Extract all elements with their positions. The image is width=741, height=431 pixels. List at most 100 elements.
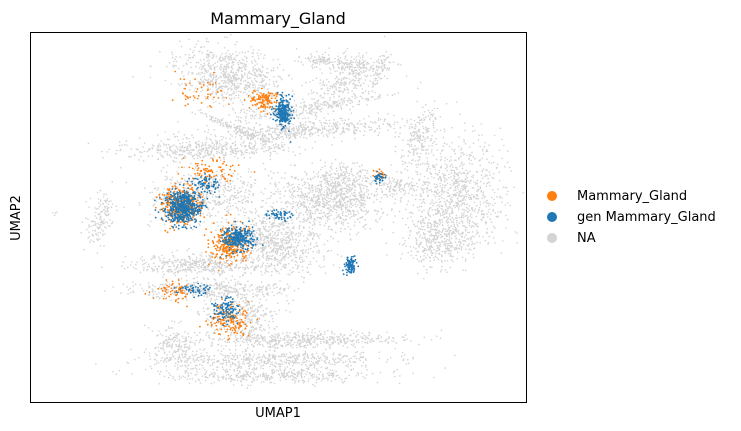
- scatter-point: [430, 137, 433, 140]
- scatter-point: [333, 124, 336, 127]
- scatter-point: [424, 228, 426, 231]
- scatter-point: [278, 131, 281, 134]
- scatter-point: [411, 187, 413, 190]
- scatter-point: [238, 69, 240, 71]
- scatter-point: [351, 202, 353, 205]
- scatter-point: [335, 222, 338, 224]
- scatter-point: [441, 255, 443, 257]
- scatter-point: [324, 165, 326, 167]
- scatter-point: [311, 206, 313, 209]
- scatter-point: [457, 200, 460, 202]
- scatter-point: [453, 193, 456, 196]
- scatter-point: [444, 212, 446, 215]
- scatter-point: [309, 60, 312, 62]
- scatter-point: [367, 193, 370, 196]
- scatter-point: [347, 200, 349, 202]
- scatter-point: [404, 208, 407, 211]
- scatter-point: [143, 187, 146, 189]
- scatter-point: [254, 132, 257, 134]
- scatter-point: [409, 125, 411, 128]
- scatter-point: [247, 196, 249, 199]
- scatter-point: [469, 155, 471, 157]
- scatter-point: [458, 145, 460, 148]
- scatter-point: [426, 157, 429, 159]
- scatter-point: [418, 158, 421, 161]
- scatter-point: [185, 83, 187, 85]
- scatter-point: [185, 63, 188, 66]
- scatter-point: [335, 211, 338, 214]
- scatter-point: [352, 174, 355, 177]
- scatter-point: [261, 65, 264, 67]
- scatter-point: [353, 82, 355, 85]
- scatter-point: [294, 154, 297, 156]
- scatter-point: [475, 181, 477, 184]
- scatter-point: [300, 188, 303, 190]
- scatter-point: [166, 65, 168, 68]
- scatter-point: [401, 149, 404, 152]
- scatter-point: [168, 62, 171, 64]
- scatter-point: [408, 189, 411, 191]
- scatter-point: [463, 211, 465, 214]
- scatter-point: [310, 217, 312, 220]
- scatter-point: [328, 47, 331, 49]
- scatter-point: [457, 173, 459, 176]
- scatter-point: [175, 157, 178, 159]
- scatter-point: [328, 119, 331, 122]
- scatter-point: [229, 146, 232, 148]
- scatter-point: [316, 190, 319, 192]
- scatter-point: [330, 68, 332, 71]
- scatter-point: [190, 151, 193, 154]
- scatter-point: [252, 49, 255, 51]
- scatter-point: [266, 197, 269, 200]
- scatter-point: [202, 80, 204, 82]
- scatter-point: [203, 58, 205, 61]
- scatter-point: [450, 255, 453, 257]
- scatter-point: [441, 205, 443, 208]
- scatter-point: [366, 188, 368, 191]
- scatter-point: [416, 130, 419, 133]
- scatter-point: [206, 124, 208, 127]
- scatter-point: [429, 168, 432, 170]
- scatter-point: [326, 196, 328, 199]
- scatter-point: [504, 165, 506, 168]
- scatter-point: [326, 172, 329, 174]
- scatter-point: [268, 111, 271, 114]
- scatter-point: [235, 133, 237, 135]
- scatter-point: [431, 113, 433, 115]
- scatter-point: [189, 57, 192, 59]
- scatter-point: [204, 150, 206, 152]
- scatter-point: [500, 210, 502, 213]
- scatter-point: [328, 218, 331, 220]
- scatter-point: [334, 204, 336, 206]
- scatter-point: [300, 112, 302, 115]
- scatter-point: [338, 174, 340, 176]
- scatter-point: [375, 71, 377, 73]
- scatter-point: [458, 177, 460, 179]
- scatter-point: [416, 137, 418, 140]
- scatter-point: [220, 178, 223, 180]
- scatter-point: [201, 149, 204, 151]
- scatter-point: [473, 210, 476, 212]
- scatter-point: [396, 193, 398, 195]
- scatter-point: [480, 123, 483, 125]
- scatter-point: [361, 215, 364, 218]
- scatter-point: [411, 126, 414, 128]
- scatter-point: [419, 195, 422, 197]
- scatter-point: [484, 200, 487, 203]
- scatter-point: [373, 61, 375, 64]
- scatter-point: [201, 142, 204, 144]
- scatter-point: [343, 101, 345, 104]
- scatter-point: [334, 70, 336, 72]
- scatter-point: [252, 110, 254, 112]
- scatter-point: [204, 199, 206, 202]
- scatter-point: [385, 193, 388, 196]
- scatter-point: [262, 162, 265, 165]
- scatter-point: [274, 132, 277, 134]
- scatter-point: [456, 168, 458, 171]
- scatter-point: [366, 68, 368, 70]
- scatter-point: [429, 206, 432, 209]
- scatter-point: [465, 175, 467, 177]
- scatter-point: [234, 202, 237, 205]
- scatter-point: [359, 193, 362, 196]
- scatter-point: [472, 174, 475, 176]
